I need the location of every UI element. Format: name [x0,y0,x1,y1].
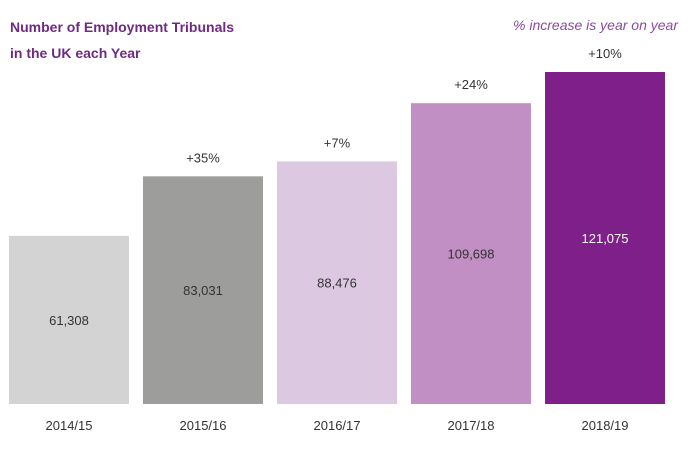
bar-value-label: 61,308 [49,313,89,328]
bar-change-label: +7% [324,135,351,150]
bar-value-label: 121,075 [582,231,629,246]
bar-change-label: +24% [454,77,488,92]
x-tick-label: 2014/15 [46,418,93,433]
bar [143,176,263,404]
bar [9,235,129,404]
bar-value-label: 88,476 [317,276,357,291]
bar [545,72,665,404]
x-tick-label: 2017/18 [448,418,495,433]
bar [411,103,531,404]
x-tick-label: 2015/16 [180,418,227,433]
bar-change-label: +35% [186,150,220,165]
bar-value-label: 83,031 [183,283,223,298]
bar-change-label: +10% [588,46,622,61]
bar [277,161,397,404]
chart-note: % increase is year on year [513,17,678,33]
x-tick-label: 2016/17 [314,418,361,433]
x-tick-label: 2018/19 [582,418,629,433]
chart-title-line-2: in the UK each Year [10,45,141,61]
chart-title-line-1: Number of Employment Tribunals [10,19,235,35]
bar-value-label: 109,698 [448,247,495,262]
chart-title: Number of Employment Tribunals in the UK… [10,14,270,66]
